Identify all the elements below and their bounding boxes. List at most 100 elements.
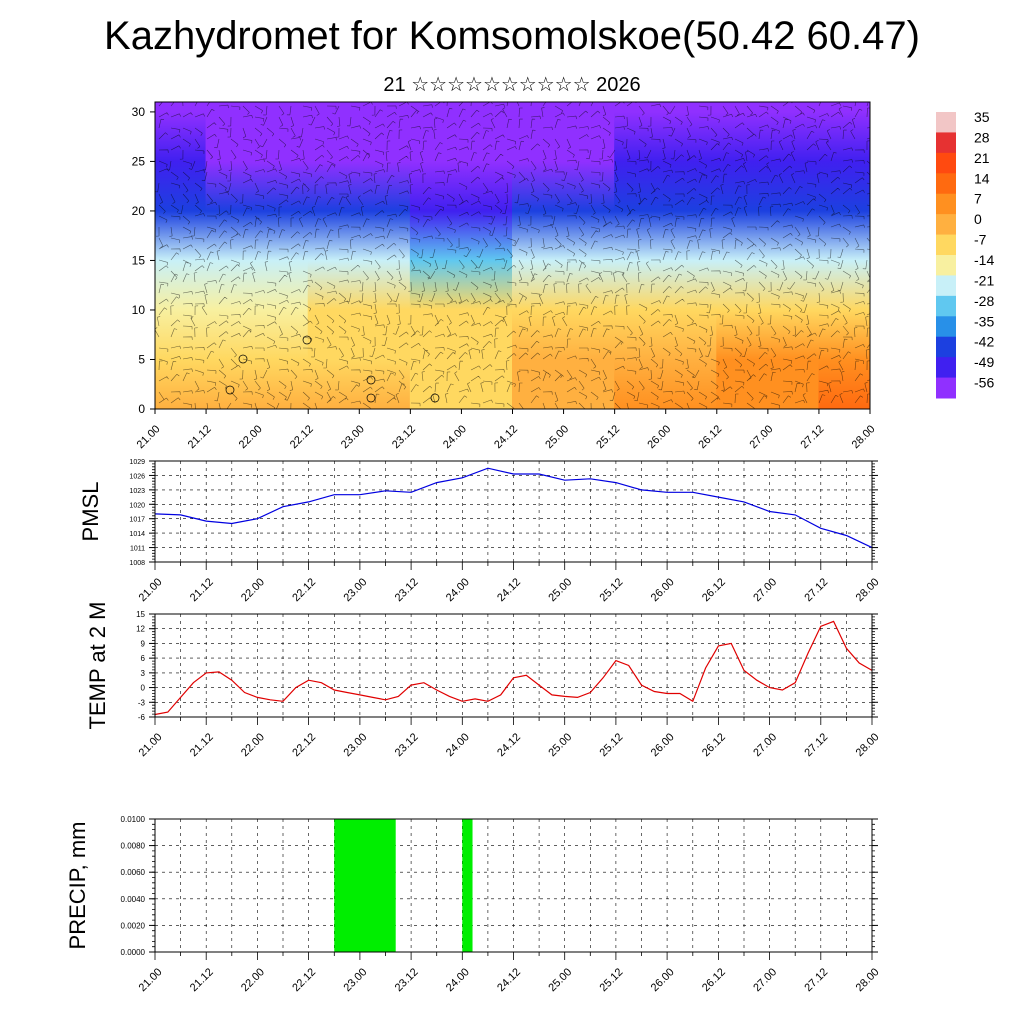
pmsl-grid [154,460,873,563]
temp-xtick-label: 21.12 [188,731,216,759]
precip-minor-ticks [152,818,875,960]
temp-ytick-label: 9 [141,639,146,648]
precip-bar [334,819,396,952]
pmsl-xtick-label: 24.12 [495,576,523,604]
precip-xtick-label: 23.12 [393,966,421,994]
colorbar-label: 14 [974,170,990,186]
heatmap-xtick-label: 22.00 [237,423,265,451]
temp-xtick-label: 26.00 [649,731,677,759]
pmsl-xtick-label: 22.00 [239,576,267,604]
temp-ytick-label: -3 [138,698,146,707]
heatmap-xtick-label: 28.00 [850,423,878,451]
temp-ytick-label: 12 [136,625,145,634]
heatmap-xtick-label: 25.12 [594,423,622,451]
colorbar-label: -21 [974,272,994,288]
pmsl-ytick-label: 1020 [129,502,145,509]
temp-ytick-label: 15 [136,610,145,619]
colorbar-swatch [936,214,956,236]
temp-ytick-label: 0 [141,684,146,693]
precip-xtick-label: 21.12 [188,966,216,994]
colorbar-swatch [936,112,956,133]
temp-series-line [154,620,873,716]
precip-ytick-label: 0.0080 [121,842,146,851]
heatmap-column [512,102,616,409]
precip-xtick-label: 27.00 [751,966,779,994]
pmsl-xtick-label: 25.00 [546,576,574,604]
precip-xtick-label: 24.12 [495,966,523,994]
colorbar-swatch [936,295,956,317]
precip-xtick-label: 22.12 [290,966,318,994]
precip-grid [154,818,873,953]
heatmap-ytick-label: 25 [132,154,146,168]
heatmap-xtick-label: 22.12 [288,423,316,451]
colorbar-swatch [936,193,956,215]
precip-xtick-label: 25.00 [546,966,574,994]
pmsl-xtick-label: 23.12 [393,576,421,604]
pmsl-xtick-label: 24.00 [444,576,472,604]
heatmap-xtick-label: 21.00 [135,423,163,451]
heatmap-xtick-label: 26.12 [696,423,724,451]
colorbar-swatch [936,234,956,256]
colorbar-swatch [936,255,956,276]
precip-axis-label: PRECIP, mm [65,822,90,950]
pmsl-ytick-label: 1008 [129,560,145,567]
heatmap-xtick-label: 24.00 [441,423,469,451]
temp-xtick-label: 28.00 [854,731,882,759]
precip-xtick-label: 26.00 [649,966,677,994]
heatmap-group [155,102,870,409]
colorbar-swatch [936,316,956,338]
precip-xtick-label: 25.12 [598,966,626,994]
pmsl-ytick-label: 1029 [129,459,145,466]
calm-wind-marker [430,393,440,403]
temp-ytick-label: 3 [141,669,146,678]
precip-panel [149,818,878,960]
heatmap-ytick-label: 10 [132,303,146,317]
colorbar-swatch [936,357,956,379]
pmsl-ytick-label: 1023 [129,488,145,495]
heatmap-xtick-label: 21.12 [186,423,214,451]
colorbar-label: 35 [974,109,990,125]
colorbar-swatch [936,275,956,297]
heatmap-ytick-label: 30 [132,105,146,119]
temp-xtick-label: 21.00 [137,731,165,759]
pmsl-axis-label: PMSL [78,482,103,542]
precip-ytick-label: 0.0000 [121,948,146,957]
temp-xtick-label: 24.12 [495,731,523,759]
temp-xtick-label: 22.12 [290,731,318,759]
temp-xtick-label: 27.12 [802,731,830,759]
heatmap-xtick-label: 23.12 [390,423,418,451]
pmsl-minor-ticks [152,460,875,570]
calm-wind-marker [366,393,376,403]
heatmap-xtick-label: 24.12 [492,423,520,451]
temp-ytick-label: 6 [141,654,146,663]
heatmap-xtick-label: 27.00 [747,423,775,451]
colorbar-swatch [936,152,956,174]
pmsl-xtick-label: 27.12 [802,576,830,604]
heatmap-column [716,102,820,409]
pmsl-series-line [154,467,873,549]
precip-xtick-label: 27.12 [802,966,830,994]
pmsl-xtick-label: 22.12 [290,576,318,604]
colorbar-label: -35 [974,313,994,329]
precip-ytick-label: 0.0020 [121,921,146,930]
colorbar-label: -14 [974,252,994,268]
precip-xtick-label: 22.00 [239,966,267,994]
heatmap-ytick-label: 5 [138,352,145,366]
temp-xtick-label: 23.12 [393,731,421,759]
colorbar-swatch [936,377,956,399]
wind-barbs [155,102,870,409]
calm-wind-marker [366,375,376,385]
heatmap-xtick-label: 25.00 [543,423,571,451]
colorbar-label: 7 [974,191,982,207]
temp-xtick-label: 23.00 [341,731,369,759]
calm-wind-marker [302,335,312,345]
colorbar-label: -7 [974,232,987,248]
pmsl-xtick-label: 25.12 [598,576,626,604]
temp-panel [149,613,878,725]
pmsl-xtick-label: 26.12 [700,576,728,604]
heatmap-xtick-label: 26.00 [645,423,673,451]
colorbar-label: -56 [974,375,994,391]
colorbar-label: 28 [974,129,990,145]
pmsl-panel [149,460,878,570]
colorbar-label: 21 [974,150,990,166]
